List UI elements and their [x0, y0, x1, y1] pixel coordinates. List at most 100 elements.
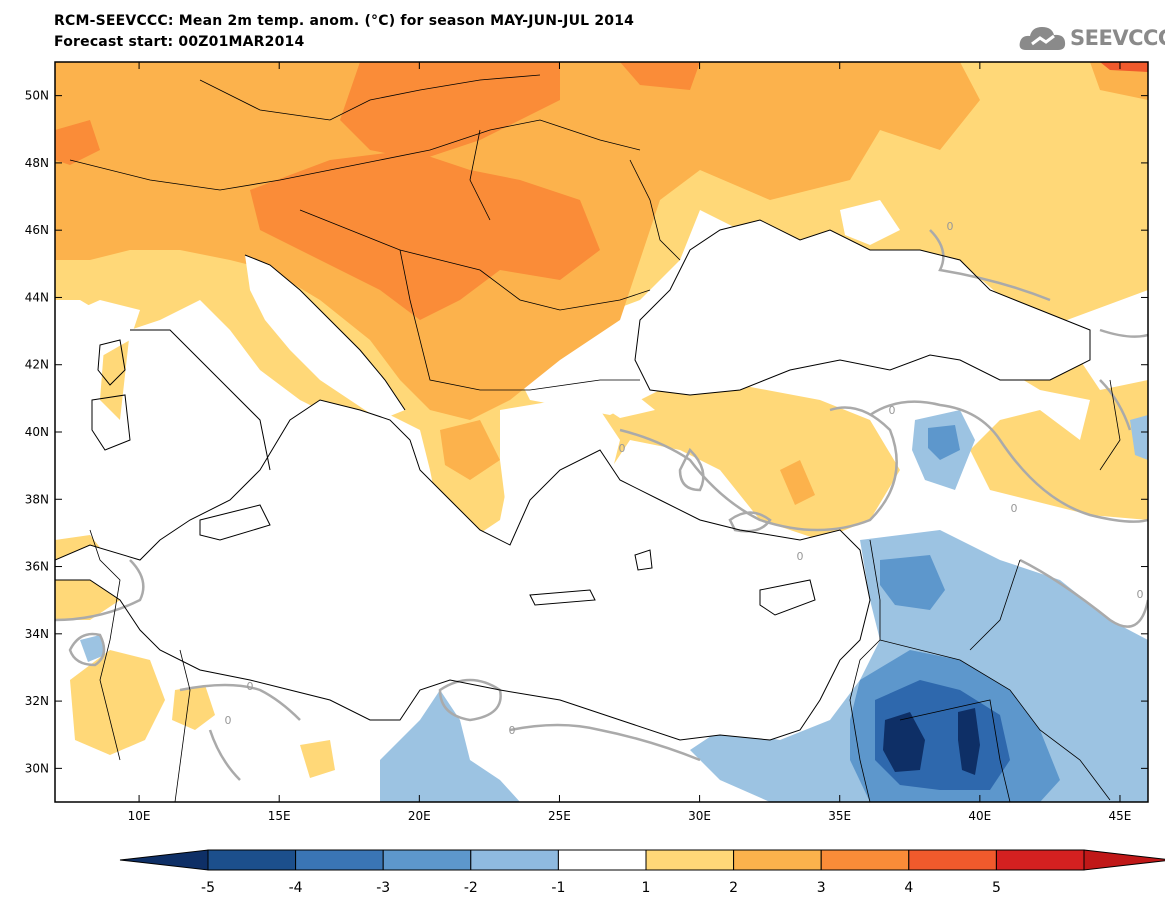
colorbar-segment [470, 849, 559, 871]
contour-label: 0 [889, 404, 896, 417]
colorbar-label: 4 [904, 880, 913, 896]
colorbar: -5 -4 -3 -2 -1 1 2 3 4 5 [119, 849, 1165, 896]
colorbar-segment [557, 849, 647, 871]
mediterranean-sea [55, 400, 870, 740]
longitude-axis: 10E 15E 20E 25E 30E 35E 40E 45E [128, 62, 1132, 823]
zero-contour [509, 723, 701, 762]
ligurian-sea [55, 300, 140, 360]
lon-tick-label: 45E [1109, 809, 1132, 823]
lon-tick-label: 25E [548, 809, 571, 823]
contour-label: 0 [797, 550, 804, 563]
adriatic-sea [245, 255, 405, 420]
lat-tick-label: 30N [25, 761, 49, 775]
contour-label: 0 [225, 714, 232, 727]
country-border [629, 159, 681, 261]
warm-anomaly-2-3 [440, 420, 500, 480]
colorbar-segment [382, 849, 472, 871]
colorbar-label: -2 [464, 880, 478, 896]
lon-tick-label: 40E [968, 809, 991, 823]
lat-tick-label: 42N [25, 358, 49, 372]
contour-labels: 0 0 0 0 0 0 0 0 0 [225, 220, 1144, 737]
contour-label: 0 [509, 724, 516, 737]
sea-of-azov [840, 200, 900, 245]
island-coast [634, 549, 653, 571]
country-border [69, 119, 641, 191]
zero-contour [1099, 328, 1148, 338]
latitude-axis: 50N 48N 46N 44N 42N 40N 38N 36N 34N 32N 30N [25, 89, 1148, 775]
coastline [130, 329, 271, 471]
zero-contour [208, 729, 241, 781]
cool-anomaly-2-3 [880, 555, 945, 610]
country-border [469, 129, 491, 221]
colorbar-segment [645, 849, 735, 871]
warm-anomaly-3-4 [620, 62, 700, 90]
warm-anomaly-4-5 [1100, 62, 1148, 72]
warm-anomaly-3-4 [55, 120, 100, 165]
island-coast [91, 394, 131, 451]
cool-anomaly-4-5 [958, 708, 980, 775]
cool-anomaly-2-3 [928, 425, 960, 460]
colorbar-label: -1 [551, 880, 565, 896]
logo-text: SEEVCCC [1070, 26, 1165, 50]
warm-anomaly-3-4 [250, 150, 600, 320]
lon-tick-label: 35E [828, 809, 851, 823]
country-border [174, 649, 191, 802]
lon-tick-label: 20E [408, 809, 431, 823]
lon-tick-label: 30E [688, 809, 711, 823]
warm-anomaly-1-2 [960, 200, 1148, 300]
island-coast [199, 504, 271, 541]
lat-tick-label: 50N [25, 89, 49, 103]
colorbar-segment [908, 849, 997, 871]
country-border [879, 639, 1111, 801]
seevccc-logo: SEEVCCC [1018, 22, 1165, 56]
country-border [399, 249, 640, 391]
colorbar-label: 5 [992, 880, 1001, 896]
contour-label: 0 [247, 680, 254, 693]
colorbar-segment [733, 849, 822, 871]
colorbar-segment [207, 849, 297, 871]
country-border [1099, 379, 1121, 471]
lat-tick-label: 48N [25, 156, 49, 170]
colorbar-segment [995, 849, 1085, 871]
colorbar-label: -3 [376, 880, 390, 896]
coastline [244, 254, 406, 411]
zero-contours [55, 229, 1148, 781]
colorbar-segment [820, 849, 910, 871]
contour-label: 0 [619, 442, 626, 455]
zero-contour [619, 406, 898, 532]
lat-tick-label: 36N [25, 560, 49, 574]
forecast-start-label: Forecast start: 00Z01MAR2014 [54, 34, 305, 50]
country-border [849, 539, 881, 802]
coastlines [55, 219, 1091, 741]
lat-tick-label: 34N [25, 627, 49, 641]
cool-anomaly-1-2 [380, 690, 520, 802]
zero-contour [438, 678, 502, 722]
zero-contour [179, 683, 301, 721]
country-borders [69, 74, 1121, 802]
tyrrhenian-sea [120, 330, 270, 520]
lat-tick-label: 44N [25, 290, 49, 304]
warm-anomaly-3-4 [340, 62, 560, 160]
coastline [55, 399, 871, 741]
lon-tick-label: 15E [268, 809, 291, 823]
country-border [969, 559, 1021, 651]
coastline [634, 219, 1091, 396]
colorbar-label: 1 [642, 880, 651, 896]
island-coast [97, 339, 126, 386]
warm-anomaly-1-2 [300, 740, 335, 778]
anomaly-fields [55, 62, 1148, 802]
contour-label: 0 [1137, 588, 1144, 601]
zero-contour [1019, 558, 1148, 628]
cloud-icon [1019, 27, 1066, 50]
lat-tick-label: 32N [25, 694, 49, 708]
cool-anomaly-1-2 [80, 635, 105, 662]
zero-contour [929, 229, 1051, 302]
map-title: RCM-SEEVCCC: Mean 2m temp. anom. (°C) fo… [54, 13, 635, 29]
colorbar-label: -5 [201, 880, 215, 896]
contour-label: 0 [947, 220, 954, 233]
zero-contour [55, 559, 145, 622]
warm-anomaly-1-2 [70, 650, 165, 755]
lon-tick-label: 10E [128, 809, 151, 823]
colorbar-label: 3 [817, 880, 826, 896]
